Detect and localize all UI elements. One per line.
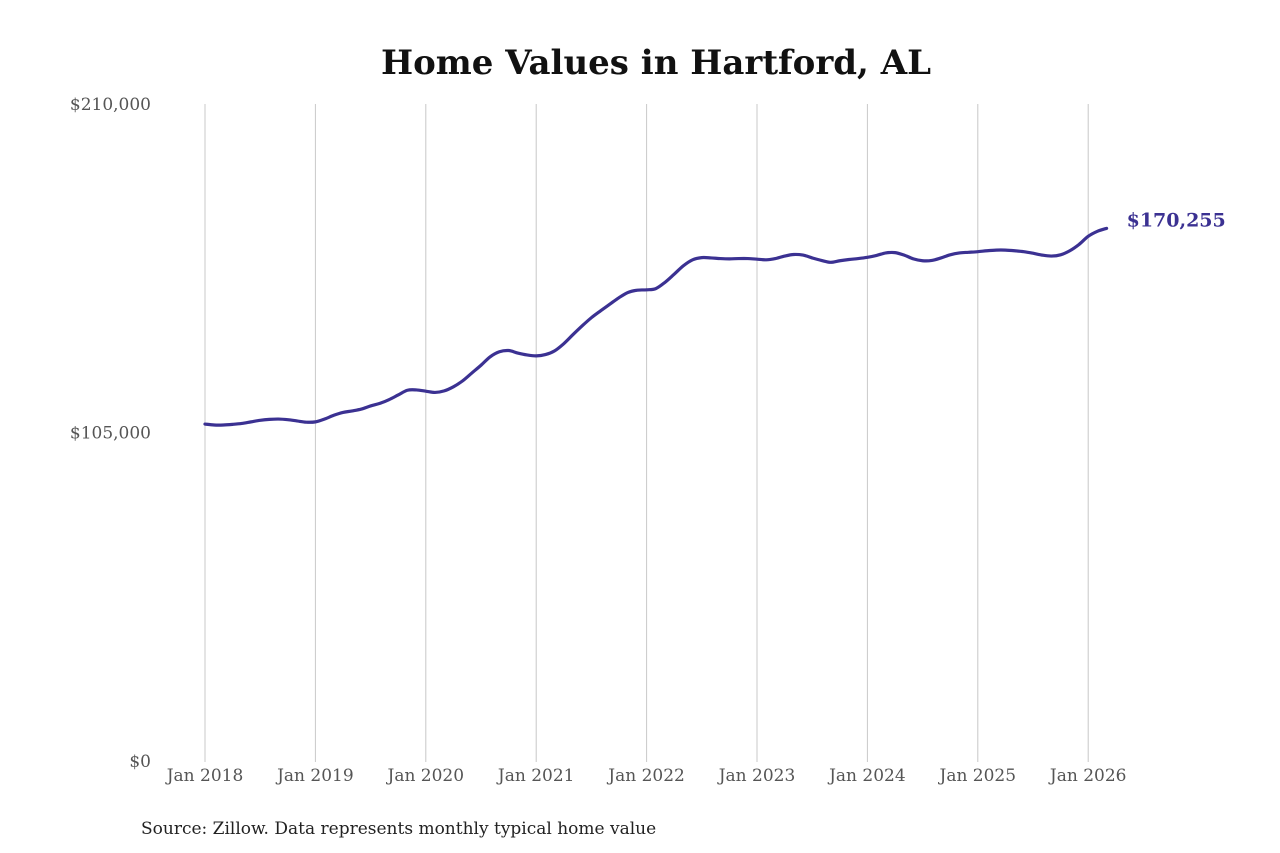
series-line-home-value xyxy=(203,226,1109,427)
y-axis-tick-labels: $0 $105,000 $210,000 xyxy=(70,95,151,772)
x-tick-label-2026-01: Jan 2026 xyxy=(1048,766,1127,786)
x-tick-label-2025-01: Jan 2025 xyxy=(938,766,1017,786)
source-note: Source: Zillow. Data represents monthly … xyxy=(141,819,656,839)
x-tick-label-2021-01: Jan 2021 xyxy=(496,766,575,786)
x-tick-label-2019-01: Jan 2019 xyxy=(275,766,354,786)
x-tick-label-2018-01: Jan 2018 xyxy=(165,766,244,786)
end-value-label: $170,255 xyxy=(1127,209,1226,231)
y-tick-label-210000: $210,000 xyxy=(70,95,151,115)
x-tick-label-2020-01: Jan 2020 xyxy=(386,766,465,786)
chart-title: Home Values in Hartford, AL xyxy=(381,43,931,83)
y-tick-label-0: $0 xyxy=(129,752,151,772)
grid-lines xyxy=(204,104,1089,762)
x-tick-label-2024-01: Jan 2024 xyxy=(827,766,906,786)
x-tick-label-2022-01: Jan 2022 xyxy=(606,766,685,786)
x-axis-tick-labels: Jan 2018 Jan 2019 Jan 2020 Jan 2021 Jan 2022… xyxy=(165,766,1127,786)
y-tick-label-105000: $105,000 xyxy=(70,424,151,444)
x-tick-label-2023-01: Jan 2023 xyxy=(717,766,796,786)
